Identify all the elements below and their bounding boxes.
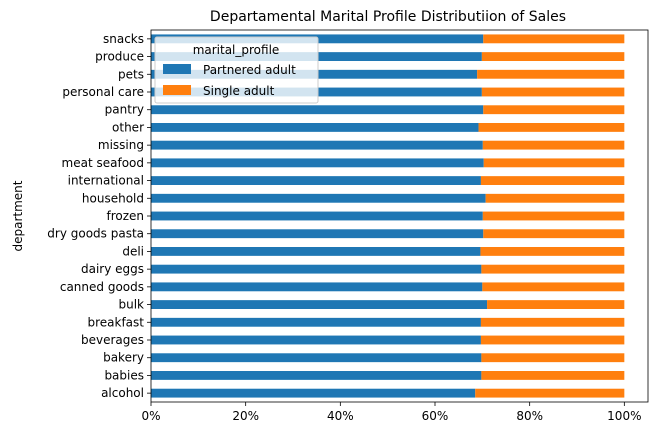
y-tick-label: missing: [98, 138, 144, 152]
bar-single-snacks: [483, 34, 625, 44]
bar-partnered-household: [151, 193, 486, 203]
chart-title: Departamental Marital Profile Distributi…: [210, 9, 566, 25]
y-tick-label: produce: [95, 50, 144, 64]
bar-single-bakery: [481, 353, 625, 363]
bar-partnered-dry-goods-pasta: [151, 229, 484, 239]
y-tick-label: snacks: [103, 32, 144, 46]
y-tick-label: household: [82, 191, 144, 205]
y-tick-label: international: [68, 174, 144, 188]
bar-single-pets: [477, 69, 625, 79]
bar-partnered-breakfast: [151, 317, 481, 327]
bar-partnered-babies: [151, 371, 482, 380]
bar-single-canned-goods: [482, 282, 625, 292]
bar-partnered-bulk: [151, 300, 488, 309]
x-tick-label: 80%: [516, 409, 543, 423]
bar-single-alcohol: [475, 388, 625, 398]
y-tick-label: frozen: [106, 209, 144, 223]
y-tick-label: meat seafood: [62, 156, 144, 170]
y-tick-label: dry goods pasta: [47, 227, 144, 241]
legend-swatch-single: [163, 85, 191, 95]
bar-single-dry-goods-pasta: [483, 229, 625, 239]
y-tick-label: bakery: [103, 351, 144, 365]
y-tick-label: pets: [118, 67, 144, 81]
bar-single-bulk: [487, 300, 625, 309]
x-tick-label: 20%: [232, 409, 259, 423]
y-tick-label: other: [112, 120, 144, 134]
bar-partnered-beverages: [151, 335, 481, 345]
bar-single-beverages: [480, 335, 625, 345]
legend-label-partnered: Partnered adult: [203, 63, 296, 77]
legend: marital_profile Partnered adult Single a…: [154, 36, 319, 104]
y-tick-label: bulk: [118, 298, 144, 312]
y-tick-label: personal care: [62, 85, 144, 99]
bar-partnered-canned-goods: [151, 282, 483, 292]
bar-partnered-alcohol: [151, 388, 476, 398]
y-tick-label: canned goods: [60, 280, 144, 294]
x-tick-label: 40%: [327, 409, 354, 423]
x-tick-label: 0%: [141, 409, 160, 423]
x-tick-label: 60%: [422, 409, 449, 423]
bar-partnered-other: [151, 123, 479, 132]
bar-single-household: [485, 193, 625, 203]
legend-title: marital_profile: [193, 43, 280, 57]
y-tick-label: dairy eggs: [81, 262, 144, 276]
bar-single-deli: [480, 247, 625, 256]
bar-partnered-dairy-eggs: [151, 264, 482, 274]
bar-partnered-missing: [151, 140, 483, 150]
bar-single-other: [478, 123, 625, 132]
bar-single-babies: [481, 371, 625, 380]
y-tick-label: deli: [122, 244, 144, 258]
bar-single-breakfast: [480, 317, 625, 327]
y-tick-label: beverages: [81, 333, 144, 347]
legend-box: [154, 36, 319, 104]
bar-single-meat-seafood: [483, 158, 625, 168]
legend-swatch-partnered: [163, 64, 191, 74]
bar-single-missing: [482, 140, 625, 150]
bar-single-international: [480, 176, 625, 185]
bar-partnered-pantry: [151, 105, 484, 115]
x-tick-label: 100%: [607, 409, 641, 423]
x-axis: 0% 20% 40% 60% 80% 100%: [141, 402, 641, 423]
y-tick-label: pantry: [105, 103, 144, 117]
bar-partnered-international: [151, 176, 481, 185]
y-tick-label: breakfast: [87, 315, 144, 329]
bar-single-frozen: [482, 211, 625, 221]
bar-partnered-bakery: [151, 353, 482, 363]
bar-single-dairy-eggs: [481, 264, 625, 274]
bar-partnered-meat-seafood: [151, 158, 484, 168]
bar-partnered-deli: [151, 247, 481, 256]
bar-single-produce: [481, 52, 625, 61]
y-axis: alcohol babies bakery beverages breakfast bul…: [47, 32, 151, 400]
legend-label-single: Single adult: [203, 84, 275, 98]
y-tick-label: babies: [104, 368, 144, 382]
bar-single-personal-care: [481, 87, 625, 97]
y-tick-label: alcohol: [101, 386, 144, 400]
y-axis-label: department: [11, 180, 25, 251]
bar-partnered-frozen: [151, 211, 483, 221]
bar-single-pantry: [483, 105, 625, 115]
